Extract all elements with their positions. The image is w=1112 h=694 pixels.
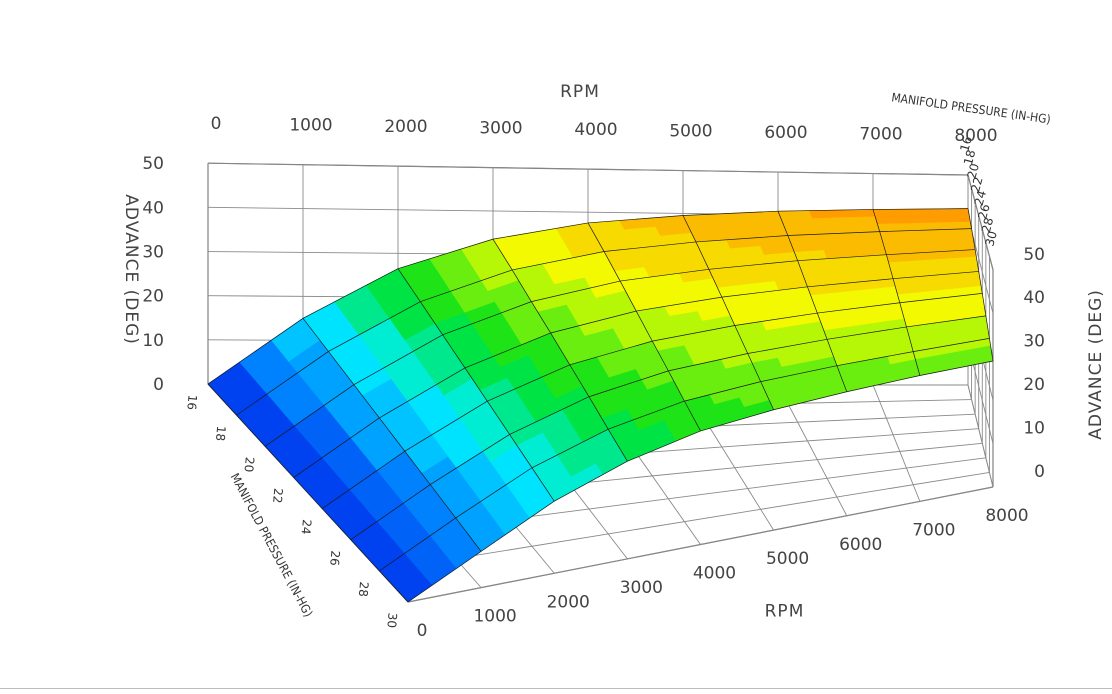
pressure-tick-left: 20: [241, 456, 256, 472]
pressure-axis-title-top: MANIFOLD PRESSURE (IN-HG): [891, 90, 1052, 126]
surface-patch: [904, 208, 939, 217]
mesh-line-rpm: [302, 318, 482, 552]
pressure-tick-left: 26: [327, 550, 342, 566]
rpm-tick-top: 2000: [384, 117, 427, 137]
surface-patch: [908, 222, 942, 231]
surface-patch: [935, 208, 970, 217]
rpm-tick-bottom: 4000: [693, 564, 736, 584]
pressure-tick-top: 18: [961, 148, 978, 166]
advance-tick-right: 50: [1023, 245, 1045, 265]
mesh-line-rpm: [682, 215, 774, 410]
surface-patch: [777, 210, 814, 220]
rpm-tick-bottom: 8000: [985, 506, 1028, 526]
mesh-line-rpm: [777, 211, 848, 392]
rpm-tick-top: 6000: [764, 123, 807, 143]
back-wall-gridline-advance: [207, 162, 969, 176]
surface-patch: [874, 215, 909, 225]
surface-patch: [840, 209, 876, 218]
floor-gridline-rpm: [967, 384, 994, 488]
pressure-tick-top: 22: [968, 175, 985, 193]
pressure-tick-left: 16: [184, 394, 199, 410]
rpm-tick-top: 5000: [669, 122, 712, 142]
window-bottom-border: [0, 688, 1112, 689]
surface-patch: [877, 223, 911, 232]
pressure-tick-top: 28: [979, 216, 996, 234]
floor-gridline-pressure: [379, 471, 990, 572]
advance-axis-title-right: ADVANCE (DEG): [1086, 289, 1106, 440]
pressure-tick-left: 28: [356, 581, 371, 597]
advance-tick-left: 10: [142, 331, 164, 351]
pressure-tick-left: 24: [299, 519, 314, 535]
rpm-tick-bottom: 3000: [620, 578, 663, 598]
advance-tick-right: 0: [1034, 462, 1045, 482]
pressure-tick-top: 30: [982, 230, 999, 248]
mesh-line-rpm: [492, 238, 628, 462]
rpm-tick-top: 1000: [289, 116, 332, 136]
pressure-tick-top: 20: [965, 162, 982, 180]
rpm-tick-top: 4000: [574, 120, 617, 140]
pressure-tick-left: 18: [213, 425, 228, 441]
pressure-tick-top: 26: [975, 202, 992, 220]
floor-gridline-pressure: [407, 486, 994, 603]
rpm-tick-top: 0: [211, 114, 222, 134]
surface-patch: [812, 217, 847, 227]
rpm-tick-top: 8000: [954, 126, 997, 146]
rpm-tick-bottom: 6000: [839, 535, 882, 555]
mesh-line-rpm: [872, 209, 921, 376]
pressure-tick-left: 30: [384, 612, 399, 628]
surface-patch: [780, 218, 816, 228]
mesh-line-rpm: [207, 383, 409, 603]
advance-tick-right: 20: [1023, 375, 1045, 395]
advance-tick-left: 50: [142, 154, 164, 174]
advance-axis-title-left: ADVANCE (DEG): [121, 194, 141, 345]
advance-tick-right: 10: [1023, 419, 1045, 439]
rpm-axis-title-bottom: RPM: [765, 602, 805, 622]
rpm-tick-top: 7000: [859, 125, 902, 145]
rpm-tick-bottom: 7000: [912, 520, 955, 540]
surface-patch: [809, 209, 845, 219]
advance-tick-right: 30: [1023, 332, 1045, 352]
mesh-line-rpm: [967, 208, 994, 362]
pressure-tick-left: 22: [270, 488, 285, 504]
surface: [207, 208, 994, 603]
advance-tick-left: 40: [142, 198, 164, 218]
mesh-line-rpm: [587, 222, 701, 432]
pressure-tick-top: 24: [972, 189, 989, 207]
rpm-tick-top: 3000: [479, 119, 522, 139]
rpm-tick-bottom: 1000: [473, 607, 516, 627]
floor-gridline-rpm: [777, 384, 848, 516]
surface-patch: [937, 214, 971, 224]
advance-tick-right: 40: [1023, 288, 1045, 308]
rpm-tick-bottom: 5000: [766, 549, 809, 569]
surface-patch: [843, 216, 878, 226]
rpm-tick-bottom: 0: [417, 621, 428, 641]
advance-tick-left: 30: [142, 243, 164, 263]
floor-gridline-rpm: [872, 384, 921, 502]
advance-tick-left: 0: [153, 375, 164, 395]
rpm-axis-title-top: RPM: [560, 82, 600, 102]
rpm-tick-bottom: 2000: [547, 592, 590, 612]
surface-patch: [872, 208, 907, 218]
surface-patch: [906, 215, 940, 224]
advance-tick-left: 20: [142, 287, 164, 307]
mesh-line-rpm: [397, 268, 555, 502]
pressure-tick-top: 16: [957, 135, 974, 153]
right-wall-gridline-advance: [967, 174, 994, 270]
surface-mesh: [207, 208, 994, 603]
